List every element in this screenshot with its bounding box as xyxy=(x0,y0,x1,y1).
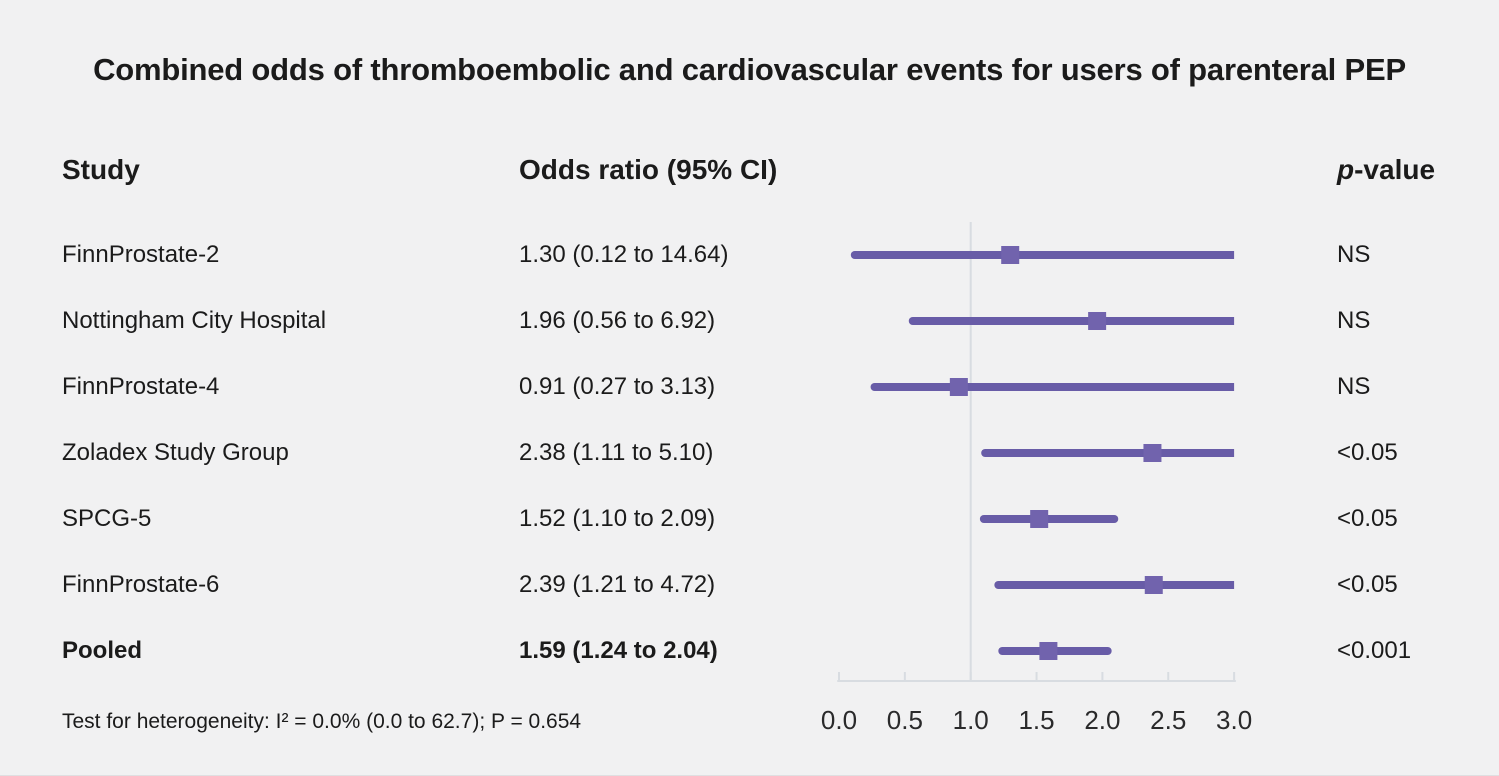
column-header-odds-ratio: Odds ratio (95% CI) xyxy=(519,154,778,185)
axis-tick-label: 2.0 xyxy=(1084,705,1121,735)
study-label: FinnProstate-4 xyxy=(62,373,220,400)
odds-ratio-label: 0.91 (0.27 to 3.13) xyxy=(519,373,716,400)
axis-tick-label: 3.0 xyxy=(1216,705,1253,735)
p-value-label: NS xyxy=(1337,307,1371,334)
p-value-label: <0.05 xyxy=(1337,439,1398,466)
study-label: FinnProstate-6 xyxy=(62,571,220,598)
or-marker xyxy=(1039,642,1058,660)
or-marker xyxy=(1001,246,1020,264)
study-label: SPCG-5 xyxy=(62,505,152,532)
axis-tick-label: 1.0 xyxy=(952,705,989,735)
p-value-label: NS xyxy=(1337,241,1371,268)
column-header-p-value: p-value xyxy=(1337,152,1435,188)
study-label: FinnProstate-2 xyxy=(62,241,220,268)
odds-ratio-label: 1.96 (0.56 to 6.92) xyxy=(519,307,716,334)
axis-tick-label: 0.5 xyxy=(886,705,923,735)
study-label: Nottingham City Hospital xyxy=(62,307,327,334)
odds-ratio-label: 2.39 (1.21 to 4.72) xyxy=(519,571,716,598)
p-value-label: <0.05 xyxy=(1337,571,1398,598)
study-label: Pooled xyxy=(62,637,143,664)
p-value-label: <0.05 xyxy=(1337,505,1398,532)
axis-tick-label: 2.5 xyxy=(1150,705,1187,735)
study-label: Zoladex Study Group xyxy=(62,439,289,466)
p-value-label: <0.001 xyxy=(1337,637,1412,664)
p-value-label: NS xyxy=(1337,373,1371,400)
p-value-header-rest: -value xyxy=(1354,154,1436,185)
heterogeneity-note: Test for heterogeneity: I² = 0.0% (0.0 t… xyxy=(62,710,582,733)
odds-ratio-label: 2.38 (1.11 to 5.10) xyxy=(519,439,714,466)
figure-title: Combined odds of thromboembolic and card… xyxy=(93,52,1406,87)
axis-tick-label: 1.5 xyxy=(1018,705,1055,735)
or-marker xyxy=(1088,312,1107,330)
p-value-header-italic: p xyxy=(1337,154,1355,185)
or-marker xyxy=(949,378,968,396)
odds-ratio-label: 1.59 (1.24 to 2.04) xyxy=(519,637,718,664)
ci-lines xyxy=(850,251,1235,655)
or-marker xyxy=(1144,576,1163,594)
or-marker xyxy=(1030,510,1049,528)
axis-tick-label: 0.0 xyxy=(820,705,858,735)
odds-ratio-label: 1.30 (0.12 to 14.64) xyxy=(519,241,729,268)
odds-ratio-label: 1.52 (1.10 to 2.09) xyxy=(519,505,716,532)
or-marker xyxy=(1143,444,1162,462)
column-header-study: Study xyxy=(62,154,140,185)
